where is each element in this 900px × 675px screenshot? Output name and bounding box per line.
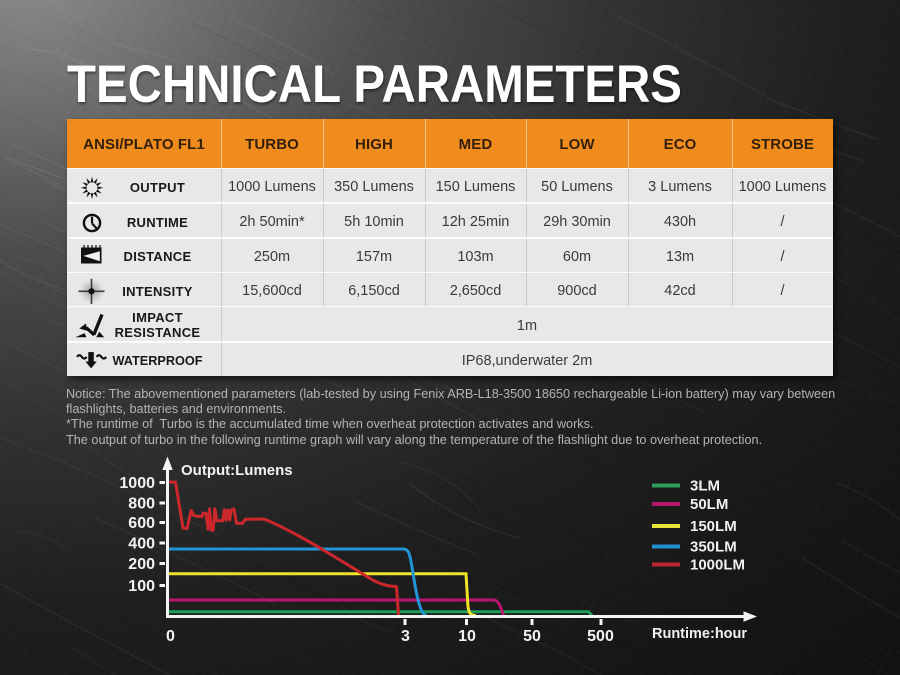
svg-text:Runtime:hour: Runtime:hour (652, 626, 747, 642)
svg-text:800: 800 (128, 496, 155, 513)
svg-text:0: 0 (166, 628, 175, 645)
svg-text:10: 10 (458, 628, 476, 645)
svg-text:1000: 1000 (119, 475, 155, 492)
svg-text:600: 600 (128, 515, 155, 532)
svg-text:3: 3 (401, 628, 410, 645)
svg-text:50: 50 (523, 628, 541, 645)
svg-text:100: 100 (128, 578, 155, 595)
svg-text:Output:Lumens: Output:Lumens (181, 462, 293, 479)
svg-text:200: 200 (128, 556, 155, 573)
svg-text:350LM: 350LM (690, 539, 737, 556)
svg-text:50LM: 50LM (690, 496, 728, 513)
svg-text:400: 400 (128, 536, 155, 553)
svg-text:150LM: 150LM (690, 518, 737, 535)
svg-text:3LM: 3LM (690, 478, 720, 495)
svg-text:1000LM: 1000LM (690, 557, 745, 574)
svg-text:500: 500 (587, 628, 614, 645)
